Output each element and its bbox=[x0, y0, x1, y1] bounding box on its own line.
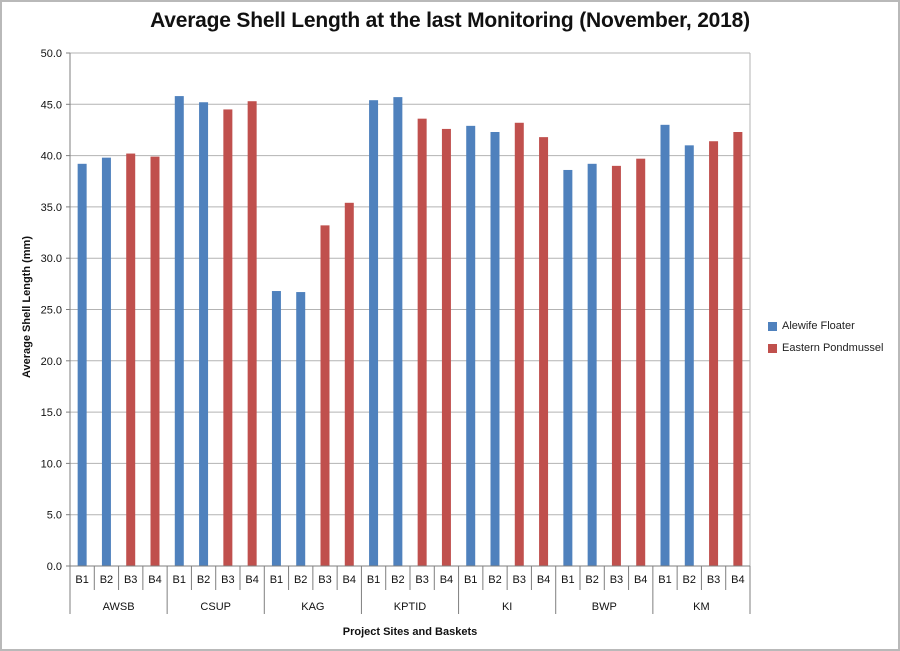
basket-label: B2 bbox=[391, 574, 404, 586]
eastern-pondmussel-swatch-icon bbox=[768, 343, 777, 353]
basket-label: B3 bbox=[707, 574, 720, 586]
site-label: KI bbox=[502, 601, 512, 613]
basket-label: B4 bbox=[731, 574, 744, 586]
basket-label: B3 bbox=[610, 574, 623, 586]
site-label: KPTID bbox=[394, 601, 426, 613]
bar-BWP-B1 bbox=[563, 169, 573, 567]
y-tick-label: 5.0 bbox=[47, 510, 62, 522]
basket-label: B3 bbox=[318, 574, 331, 586]
bar-AWSB-B1 bbox=[77, 163, 87, 567]
bar-CSUP-B3 bbox=[223, 109, 233, 567]
basket-label: B4 bbox=[634, 574, 647, 586]
bar-AWSB-B4 bbox=[150, 156, 160, 566]
basket-label: B2 bbox=[683, 574, 696, 586]
basket-label: B3 bbox=[415, 574, 428, 586]
basket-label: B2 bbox=[294, 574, 307, 586]
basket-label: B4 bbox=[537, 574, 550, 586]
chart-title: Average Shell Length at the last Monitor… bbox=[150, 9, 750, 32]
bar-CSUP-B1 bbox=[174, 96, 184, 566]
y-tick-label: 25.0 bbox=[41, 305, 62, 317]
bar-KM-B3 bbox=[709, 141, 719, 566]
x-axis-title: Project Sites and Baskets bbox=[342, 626, 478, 638]
bar-KM-B2 bbox=[684, 145, 694, 566]
bar-KPTID-B1 bbox=[369, 100, 379, 567]
bar-KI-B4 bbox=[539, 137, 549, 566]
legend-label-eastern-pondmussel: Eastern Pondmussel bbox=[782, 342, 884, 354]
bar-KPTID-B4 bbox=[441, 128, 451, 566]
basket-label: B2 bbox=[585, 574, 598, 586]
bar-KI-B2 bbox=[490, 132, 500, 566]
bar-BWP-B4 bbox=[636, 158, 646, 567]
bar-KAG-B3 bbox=[320, 225, 330, 567]
basket-label: B1 bbox=[270, 574, 283, 586]
bar-AWSB-B2 bbox=[101, 157, 111, 567]
y-tick-label: 50.0 bbox=[41, 48, 62, 60]
basket-label: B1 bbox=[173, 574, 186, 586]
bar-KM-B4 bbox=[733, 132, 743, 566]
basket-label: B3 bbox=[513, 574, 526, 586]
bar-CSUP-B2 bbox=[199, 102, 209, 567]
basket-label: B2 bbox=[100, 574, 113, 586]
bar-KM-B1 bbox=[660, 124, 670, 566]
bar-KAG-B2 bbox=[296, 292, 306, 566]
site-label: KAG bbox=[301, 601, 324, 613]
y-tick-label: 10.0 bbox=[41, 458, 62, 470]
legend-item-eastern-pondmussel: Eastern Pondmussel bbox=[768, 342, 884, 354]
site-label: CSUP bbox=[200, 601, 231, 613]
site-label: AWSB bbox=[103, 601, 135, 613]
basket-label: B3 bbox=[221, 574, 234, 586]
y-tick-label: 15.0 bbox=[41, 407, 62, 419]
basket-label: B3 bbox=[124, 574, 137, 586]
legend-label-alewife-floater: Alewife Floater bbox=[782, 320, 855, 332]
y-tick-label: 30.0 bbox=[41, 253, 62, 265]
y-tick-label: 45.0 bbox=[41, 99, 62, 111]
basket-label: B4 bbox=[148, 574, 161, 586]
basket-label: B1 bbox=[367, 574, 380, 586]
y-tick-label: 20.0 bbox=[41, 356, 62, 368]
bar-KI-B1 bbox=[466, 125, 476, 566]
bar-KPTID-B3 bbox=[417, 118, 427, 566]
bar-BWP-B3 bbox=[611, 165, 621, 567]
y-tick-label: 0.0 bbox=[47, 561, 62, 573]
basket-label: B4 bbox=[440, 574, 453, 586]
site-label: BWP bbox=[592, 601, 617, 613]
bar-KI-B3 bbox=[514, 122, 524, 566]
y-tick-label: 40.0 bbox=[41, 151, 62, 163]
basket-label: B1 bbox=[658, 574, 671, 586]
bar-CSUP-B4 bbox=[247, 101, 257, 567]
basket-label: B2 bbox=[197, 574, 210, 586]
basket-label: B2 bbox=[488, 574, 501, 586]
basket-label: B4 bbox=[343, 574, 356, 586]
bar-KAG-B4 bbox=[344, 202, 354, 566]
bar-KAG-B1 bbox=[271, 291, 281, 566]
bar-KPTID-B2 bbox=[393, 97, 403, 567]
bar-AWSB-B3 bbox=[126, 153, 136, 566]
basket-label: B1 bbox=[464, 574, 477, 586]
alewife-floater-swatch-icon bbox=[768, 321, 777, 331]
basket-label: B4 bbox=[245, 574, 258, 586]
basket-label: B1 bbox=[561, 574, 574, 586]
legend-item-alewife-floater: Alewife Floater bbox=[768, 320, 884, 332]
legend: Alewife Floater Eastern Pondmussel bbox=[768, 320, 884, 354]
site-label: KM bbox=[693, 601, 710, 613]
basket-label: B1 bbox=[75, 574, 88, 586]
bar-BWP-B2 bbox=[587, 163, 597, 567]
y-tick-label: 35.0 bbox=[41, 202, 62, 214]
